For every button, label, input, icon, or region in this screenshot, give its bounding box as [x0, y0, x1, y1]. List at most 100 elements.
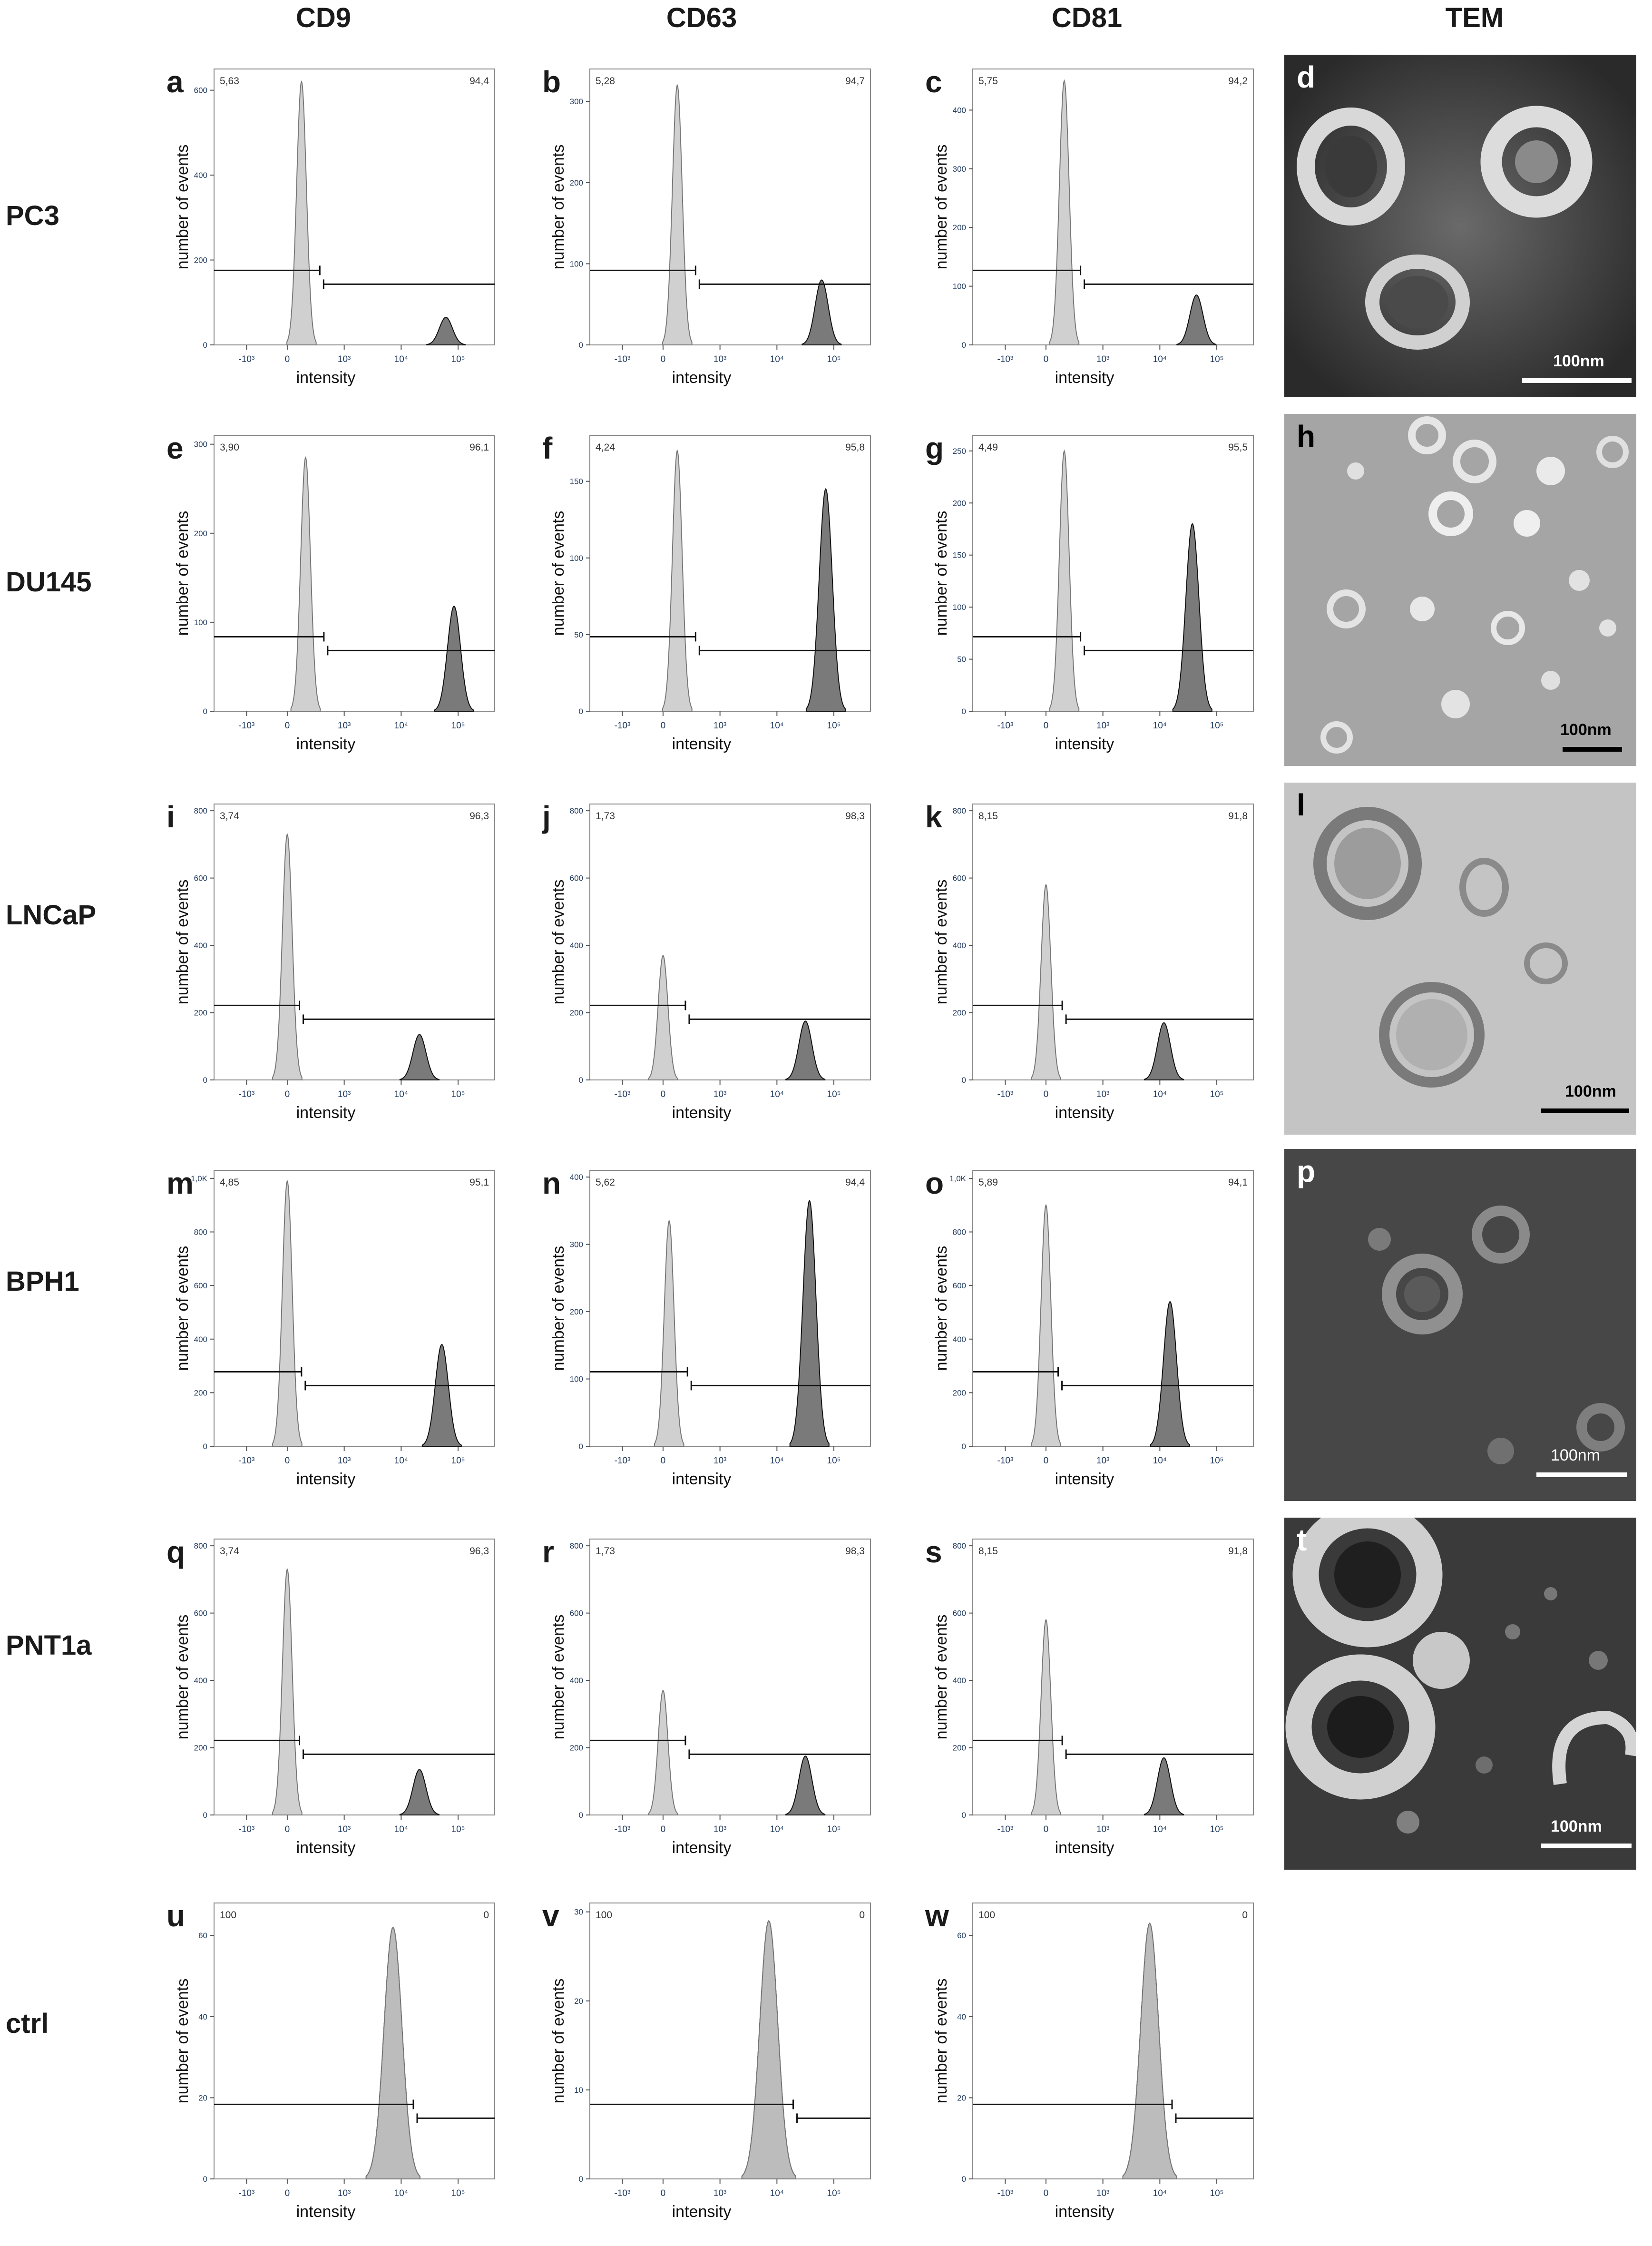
y-tick-label: 600: [953, 874, 966, 883]
scale-bar: [1541, 1844, 1632, 1848]
gate-right-percent: 94,4: [845, 1177, 865, 1188]
control-histogram: [1122, 1922, 1177, 2179]
x-axis-label: intensity: [296, 1470, 356, 1488]
gate-left-percent: 5,28: [596, 76, 615, 87]
x-tick-label: 10⁴: [770, 1456, 784, 1466]
histogram-panel-i: i 0 200 400 600 800 -10³ 0 10³ 10⁴ 10⁵ number of ev…: [143, 771, 504, 1132]
x-tick-label: 0: [1044, 354, 1049, 364]
sample-histogram: [426, 316, 466, 345]
x-axis-label: intensity: [672, 1839, 732, 1857]
y-tick-label: 60: [957, 1931, 966, 1940]
gate-left-percent: 1,73: [596, 811, 615, 822]
y-tick-label: 600: [194, 1609, 207, 1618]
sample-histogram: [785, 1756, 826, 1815]
control-histogram: [1031, 1204, 1061, 1447]
x-tick-label: 10³: [714, 1456, 726, 1466]
y-axis-label: number of events: [549, 1979, 567, 2104]
control-histogram: [286, 80, 317, 345]
panel-letter-i: i: [166, 800, 175, 834]
y-axis-label: number of events: [932, 1979, 950, 2104]
y-tick-label: 50: [957, 655, 966, 664]
x-tick-label: -10³: [997, 1089, 1014, 1099]
gate-left-percent: 5,62: [596, 1177, 615, 1188]
scale-bar-label: 100nm: [1553, 352, 1604, 370]
x-axis-label: intensity: [1055, 1839, 1114, 1857]
x-axis-label: intensity: [1055, 2203, 1114, 2221]
plot-frame: [214, 69, 495, 345]
plot-frame: [972, 1539, 1254, 1815]
sample-histogram: [434, 605, 474, 712]
x-tick-label: 10³: [714, 1824, 726, 1834]
y-tick-label: 300: [570, 1240, 583, 1249]
y-tick-label: 300: [953, 165, 966, 174]
x-tick-label: 10⁵: [451, 354, 465, 364]
x-tick-label: 10⁴: [394, 1456, 408, 1466]
y-tick-label: 100: [570, 1375, 583, 1384]
gate-right-percent: 96,1: [469, 442, 489, 453]
gate-left-percent: 3,74: [220, 1546, 239, 1557]
y-tick-label: 0: [579, 1442, 583, 1451]
y-axis-label: number of events: [932, 511, 950, 636]
x-tick-label: 10⁵: [1210, 1824, 1224, 1834]
y-tick-label: 200: [953, 223, 966, 232]
x-tick-label: 10⁵: [1210, 721, 1224, 731]
y-tick-label: 200: [570, 1744, 583, 1753]
x-tick-label: 0: [661, 2188, 666, 2198]
y-tick-label: 400: [194, 941, 207, 950]
y-tick-label: 800: [953, 1541, 966, 1550]
x-tick-label: 10³: [338, 721, 351, 731]
tem-micrograph: [1284, 1149, 1636, 1501]
sample-histogram: [1144, 1757, 1184, 1815]
y-tick-label: 600: [194, 874, 207, 883]
sample-histogram: [1144, 1022, 1184, 1080]
x-tick-label: 0: [661, 721, 666, 731]
gate-right-percent: 95,1: [469, 1177, 489, 1188]
panel-letter-c: c: [925, 65, 942, 99]
gate-right-percent: 95,8: [845, 442, 865, 453]
y-tick-label: 200: [570, 1307, 583, 1316]
y-tick-label: 100: [570, 554, 583, 563]
control-histogram: [290, 456, 321, 712]
control-histogram: [365, 1926, 420, 2179]
y-tick-label: 800: [194, 806, 207, 815]
y-tick-label: 200: [194, 1744, 207, 1753]
gate-left-percent: 100: [978, 1910, 995, 1921]
histogram-panel-m: m 0 200 400 600 800 1,0K -10³ 0 10³ 10⁴ 10⁵ number o…: [143, 1137, 504, 1499]
x-tick-label: 10⁴: [770, 354, 784, 364]
y-tick-label: 0: [962, 1076, 966, 1085]
y-tick-label: 200: [953, 1744, 966, 1753]
y-tick-label: 200: [194, 1009, 207, 1018]
x-tick-label: 0: [1044, 721, 1049, 731]
x-tick-label: 10⁴: [394, 354, 408, 364]
panel-letter-t: t: [1297, 1523, 1307, 1557]
x-tick-label: 10⁴: [770, 1089, 784, 1099]
plot-frame: [972, 435, 1254, 712]
y-axis-label: number of events: [174, 880, 192, 1005]
panel-letter-h: h: [1297, 419, 1316, 453]
panel-letter-u: u: [166, 1899, 186, 1933]
x-tick-label: -10³: [997, 1824, 1014, 1834]
histogram-svg: 0 200 400 600 800 -10³ 0 10³ 10⁴ 10⁵ number of eve…: [932, 804, 1254, 1122]
scale-bar: [1536, 1472, 1627, 1477]
gate-right-percent: 95,5: [1228, 442, 1248, 453]
gate-left-percent: 3,90: [220, 442, 239, 453]
x-axis-label: intensity: [1055, 1470, 1114, 1488]
tem-micrograph: [1284, 414, 1636, 766]
y-tick-label: 600: [194, 86, 207, 95]
histogram-panel-c: c 0 100 200 300 400 -10³ 0 10³ 10⁴ 10⁵ number of ev…: [901, 36, 1263, 397]
x-tick-label: 10³: [714, 721, 726, 731]
histogram-panel-s: s 0 200 400 600 800 -10³ 0 10³ 10⁴ 10⁵ number of ev…: [901, 1506, 1263, 1867]
x-tick-label: -10³: [615, 721, 631, 731]
y-tick-label: 150: [953, 551, 966, 560]
y-tick-label: 100: [953, 603, 966, 612]
panel-letter-m: m: [166, 1166, 194, 1200]
plot-frame: [589, 1903, 871, 2179]
y-tick-label: 200: [953, 499, 966, 508]
x-tick-label: 10³: [1096, 721, 1109, 731]
y-tick-label: 0: [579, 1811, 583, 1820]
scale-bar: [1563, 747, 1622, 752]
y-tick-label: 20: [574, 1997, 583, 2006]
y-tick-label: 40: [957, 2012, 966, 2021]
histogram-panel-q: q 0 200 400 600 800 -10³ 0 10³ 10⁴ 10⁵ number of ev…: [143, 1506, 504, 1867]
histogram-panel-b: b 0 100 200 300 -10³ 0 10³ 10⁴ 10⁵ number of event…: [518, 36, 880, 397]
